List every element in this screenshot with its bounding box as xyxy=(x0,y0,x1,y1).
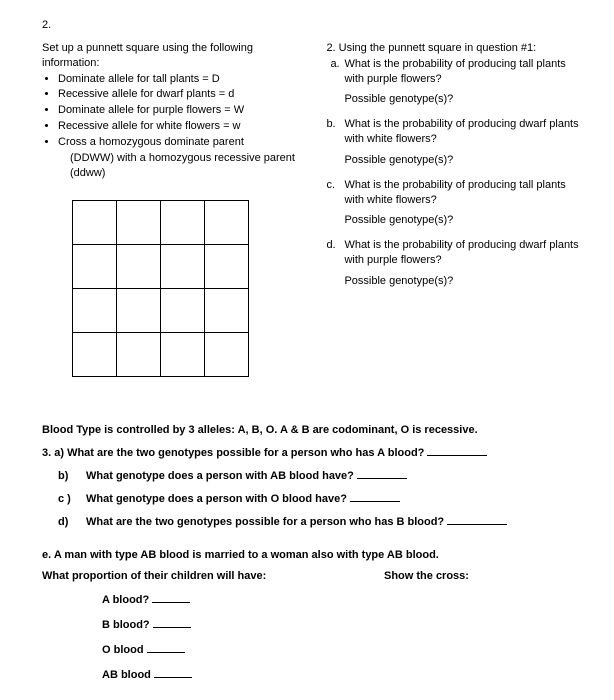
possible-genotypes: Possible genotype(s)? xyxy=(344,213,584,228)
proportion-question: What proportion of their children will h… xyxy=(42,569,384,584)
bullet-item: Dominate allele for purple flowers = W xyxy=(58,103,312,118)
possible-genotypes: Possible genotype(s)? xyxy=(344,274,584,289)
q3c: c )What genotype does a person with O bl… xyxy=(42,492,584,507)
answer-blank[interactable] xyxy=(350,492,400,502)
bullet-item: Recessive allele for white flowers = w xyxy=(58,119,312,134)
answer-block: A blood? B blood? O blood AB blood xyxy=(102,593,584,682)
q2c: c. What is the probability of producing … xyxy=(326,178,584,208)
sub-text: What is the probability of producing dwa… xyxy=(344,238,584,268)
ab-blood-line: AB blood xyxy=(102,668,584,683)
b-blood-label: B blood? xyxy=(102,619,153,631)
q3a-text: 3. a) What are the two genotypes possibl… xyxy=(42,447,427,459)
bullet-item: Recessive allele for dwarf plants = d xyxy=(58,87,312,102)
q3a: 3. a) What are the two genotypes possibl… xyxy=(42,446,584,461)
bullet-item: Dominate allele for tall plants = D xyxy=(58,72,312,87)
q2b: b. What is the probability of producing … xyxy=(326,117,584,147)
sub-text: What is the probability of producing dwa… xyxy=(344,117,584,147)
o-blood-label: O blood xyxy=(102,644,147,656)
q2d: d. What is the probability of producing … xyxy=(326,238,584,268)
show-cross-label: Show the cross: xyxy=(384,569,584,584)
sub-letter: b. xyxy=(326,117,344,147)
punnett-square xyxy=(72,200,249,377)
q2-heading: 2. Using the punnett square in question … xyxy=(326,41,584,56)
b-blood-line: B blood? xyxy=(102,618,584,633)
sub-letter: b) xyxy=(58,469,86,484)
q3d-text: What are the two genotypes possible for … xyxy=(86,516,447,528)
a-blood-label: A blood? xyxy=(102,594,152,606)
q3c-text: What genotype does a person with O blood… xyxy=(86,493,350,505)
answer-blank[interactable] xyxy=(154,668,192,678)
answer-blank[interactable] xyxy=(147,643,185,653)
answer-blank[interactable] xyxy=(153,618,191,628)
bullet-list: Dominate allele for tall plants = D Rece… xyxy=(42,72,312,150)
answer-blank[interactable] xyxy=(447,515,507,525)
cross-line-1: (DDWW) with a homozygous recessive paren… xyxy=(42,151,312,166)
left-column: Set up a punnett square using the follow… xyxy=(42,41,312,378)
possible-genotypes: Possible genotype(s)? xyxy=(344,153,584,168)
q3b-text: What genotype does a person with AB bloo… xyxy=(86,470,357,482)
setup-intro: Set up a punnett square using the follow… xyxy=(42,41,312,71)
q3b: b)What genotype does a person with AB bl… xyxy=(42,469,584,484)
cross-line-2: (ddww) xyxy=(42,166,312,181)
ab-blood-label: AB blood xyxy=(102,669,154,681)
blood-type-intro: Blood Type is controlled by 3 alleles: A… xyxy=(42,423,584,438)
answer-blank[interactable] xyxy=(427,446,487,456)
answer-blank[interactable] xyxy=(357,469,407,479)
a-blood-line: A blood? xyxy=(102,593,584,608)
possible-genotypes: Possible genotype(s)? xyxy=(344,92,584,107)
q3d: d)What are the two genotypes possible fo… xyxy=(42,515,584,530)
sub-letter: d) xyxy=(58,515,86,530)
sub-letter: c ) xyxy=(58,492,86,507)
bullet-item: Cross a homozygous dominate parent xyxy=(58,135,312,150)
sub-text: What is the probability of producing tal… xyxy=(344,57,584,87)
q2a: a. What is the probability of producing … xyxy=(326,57,584,87)
question-e: e. A man with type AB blood is married t… xyxy=(42,548,584,563)
sub-text: What is the probability of producing tal… xyxy=(344,178,584,208)
question-number: 2. xyxy=(42,18,584,33)
answer-blank[interactable] xyxy=(152,593,190,603)
proportion-row: What proportion of their children will h… xyxy=(42,569,584,584)
sub-letter: d. xyxy=(326,238,344,268)
right-column: 2. Using the punnett square in question … xyxy=(326,41,584,378)
two-column-layout: Set up a punnett square using the follow… xyxy=(42,41,584,378)
sub-letter: a. xyxy=(326,57,344,87)
o-blood-line: O blood xyxy=(102,643,584,658)
sub-letter: c. xyxy=(326,178,344,208)
worksheet-page: 2. Set up a punnett square using the fol… xyxy=(0,0,614,700)
